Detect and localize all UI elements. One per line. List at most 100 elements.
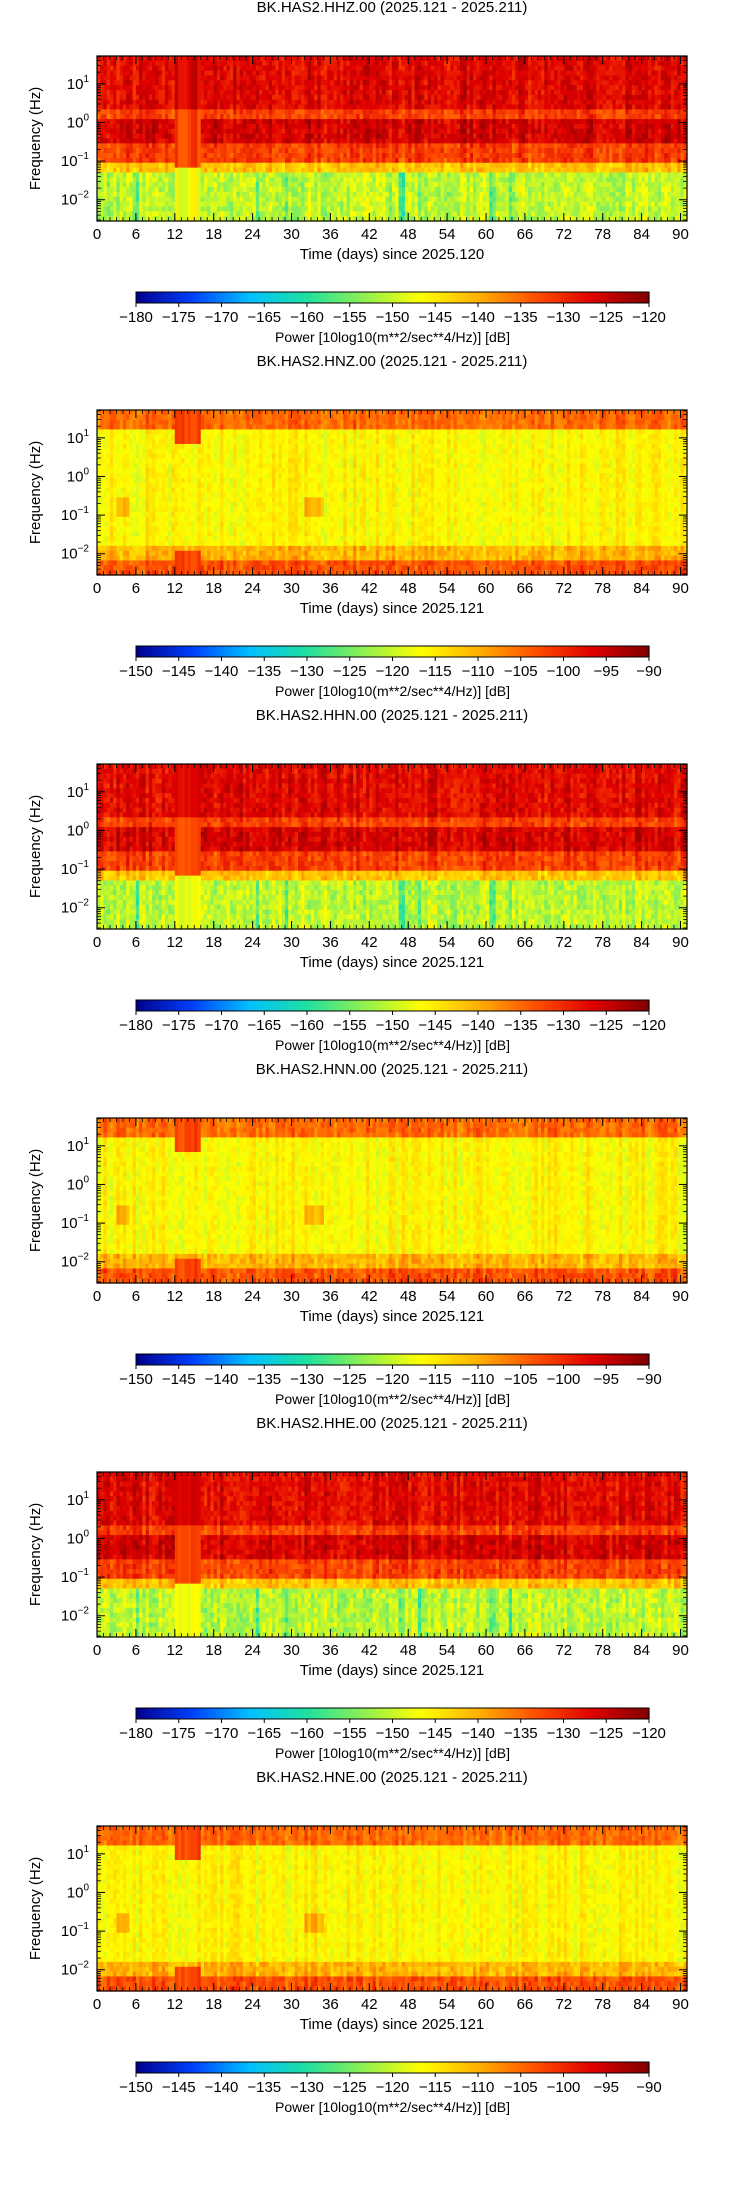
panel-3-colorbar-tick: −175 bbox=[162, 1017, 196, 1034]
panel-2-xtick-66: 66 bbox=[517, 580, 534, 597]
panel-4: BK.HAS2.HNN.00 (2025.121 - 2025.211) 0 6 12… bbox=[27, 1061, 689, 1407]
panel-4-xtick-60: 60 bbox=[478, 1288, 495, 1305]
panel-6-xtick-78: 78 bbox=[594, 1996, 611, 2013]
panel-4-frame bbox=[96, 1117, 688, 1284]
panel-3-xtick-12: 12 bbox=[166, 934, 183, 951]
panel-1-ytick-1: 101 bbox=[67, 74, 90, 93]
panel-2-xtick-30: 30 bbox=[283, 580, 300, 597]
panel-2-ytick-0: 100 bbox=[67, 466, 90, 485]
panel-5-xtick-54: 54 bbox=[439, 1642, 456, 1659]
panel-4-heatmap bbox=[97, 1118, 688, 1284]
panel-6-xtick-72: 72 bbox=[555, 1996, 572, 2013]
panel-4-colorbar-tick: −125 bbox=[333, 1371, 367, 1388]
panel-3-ytick--1: 10−1 bbox=[61, 859, 90, 878]
panel-5-xtick-60: 60 bbox=[478, 1642, 495, 1659]
panel-6-colorbar-tick: −115 bbox=[419, 2079, 452, 2096]
panel-4-xtick-72: 72 bbox=[555, 1288, 572, 1305]
panel-1-xlabel: Time (days) since 2025.120 bbox=[300, 246, 485, 263]
panel-1-xtick-36: 36 bbox=[322, 226, 339, 243]
panel-6-colorbar-tick: −140 bbox=[205, 2079, 239, 2096]
panel-5-colorbar-tick: −120 bbox=[632, 1725, 666, 1742]
panel-4-colorbar-tick: −140 bbox=[205, 1371, 239, 1388]
panel-1-ytick-0: 100 bbox=[67, 112, 90, 131]
panel-5-xtick-30: 30 bbox=[283, 1642, 300, 1659]
panel-1-xtick-30: 30 bbox=[283, 226, 300, 243]
panel-1-colorbar-tick: −120 bbox=[632, 309, 666, 326]
panel-3-colorbar-tick: −140 bbox=[461, 1017, 495, 1034]
panel-2-xtick-6: 6 bbox=[132, 580, 140, 597]
panel-6-xtick-60: 60 bbox=[478, 1996, 495, 2013]
panel-4-xtick-84: 84 bbox=[633, 1288, 650, 1305]
panel-5-colorbar-tick: −145 bbox=[418, 1725, 452, 1742]
panel-2-xtick-60: 60 bbox=[478, 580, 495, 597]
panel-3-title: BK.HAS2.HHN.00 (2025.121 - 2025.211) bbox=[256, 707, 528, 724]
panel-5-colorbar: −180 −175 −170 −165 −160 −155 −150 −145 −140 −135… bbox=[119, 1707, 666, 1761]
panel-1-colorbar-tick: −140 bbox=[461, 309, 495, 326]
panel-4-colorbar-tick: −110 bbox=[462, 1371, 495, 1388]
panel-3-ytick-1: 101 bbox=[67, 782, 90, 801]
panel-3-xtick-6: 6 bbox=[132, 934, 140, 951]
panel-6-colorbar-tick: −145 bbox=[162, 2079, 196, 2096]
panel-3-colorbar-label: Power [10log10(m**2/sec**4/Hz)] [dB] bbox=[275, 1037, 510, 1053]
panel-5-ytick--1: 10−1 bbox=[61, 1567, 90, 1586]
panel-2-colorbar-tick: −110 bbox=[462, 663, 495, 680]
panel-1-ytick--2: 10−2 bbox=[61, 190, 90, 209]
panel-6-xtick-48: 48 bbox=[400, 1996, 417, 2013]
panel-2-colorbar-tick: −145 bbox=[162, 663, 196, 680]
panel-4-xtick-12: 12 bbox=[166, 1288, 183, 1305]
panel-3-xtick-48: 48 bbox=[400, 934, 417, 951]
panel-3-xtick-84: 84 bbox=[633, 934, 650, 951]
panel-4-xtick-6: 6 bbox=[132, 1288, 140, 1305]
panel-2-xtick-78: 78 bbox=[594, 580, 611, 597]
panel-1-colorbar-label: Power [10log10(m**2/sec**4/Hz)] [dB] bbox=[275, 329, 510, 345]
panel-5-xtick-12: 12 bbox=[166, 1642, 183, 1659]
panel-4-colorbar-tick: −105 bbox=[504, 1371, 538, 1388]
panel-5-frame bbox=[96, 1471, 688, 1638]
panel-5-xtick-78: 78 bbox=[594, 1642, 611, 1659]
panel-6-xtick-12: 12 bbox=[166, 1996, 183, 2013]
panel-1-ylabel: Frequency (Hz) bbox=[27, 87, 44, 190]
panel-4-xtick-90: 90 bbox=[672, 1288, 689, 1305]
panel-5: BK.HAS2.HHE.00 (2025.121 - 2025.211) 0 6 12… bbox=[27, 1415, 689, 1761]
panel-1-colorbar-tick: −130 bbox=[547, 309, 581, 326]
panel-4-xtick-42: 42 bbox=[361, 1288, 378, 1305]
panel-1-ytick--1: 10−1 bbox=[61, 151, 90, 170]
panel-3-xtick-18: 18 bbox=[205, 934, 222, 951]
panel-1-colorbar-tick: −155 bbox=[333, 309, 367, 326]
panel-1-xtick-42: 42 bbox=[361, 226, 378, 243]
panel-4-colorbar-tick: −100 bbox=[547, 1371, 581, 1388]
panel-2-colorbar-tick: −150 bbox=[119, 663, 153, 680]
panel-5-ytick-1: 101 bbox=[67, 1490, 90, 1509]
panel-1-colorbar-tick: −160 bbox=[290, 309, 324, 326]
panel-6-frame bbox=[96, 1825, 688, 1992]
panel-6-colorbar-tick: −95 bbox=[594, 2079, 619, 2096]
panel-6-ytick-0: 100 bbox=[67, 1882, 90, 1901]
panel-5-xtick-24: 24 bbox=[244, 1642, 261, 1659]
panel-1-colorbar-tick: −165 bbox=[247, 309, 281, 326]
panel-1-colorbar-tick: −175 bbox=[162, 309, 196, 326]
panel-4-ylabel: Frequency (Hz) bbox=[27, 1149, 44, 1252]
panel-1-xtick-60: 60 bbox=[478, 226, 495, 243]
panel-6-ytick--1: 10−1 bbox=[61, 1921, 90, 1940]
panel-5-ytick--2: 10−2 bbox=[61, 1606, 90, 1625]
panel-2-colorbar-label: Power [10log10(m**2/sec**4/Hz)] [dB] bbox=[275, 683, 510, 699]
panel-4-xtick-78: 78 bbox=[594, 1288, 611, 1305]
panel-1-title: BK.HAS2.HHZ.00 (2025.121 - 2025.211) bbox=[257, 0, 528, 16]
panel-5-xtick-6: 6 bbox=[132, 1642, 140, 1659]
panel-4-xtick-54: 54 bbox=[439, 1288, 456, 1305]
panel-1-xtick-78: 78 bbox=[594, 226, 611, 243]
panel-5-colorbar-tick: −135 bbox=[504, 1725, 538, 1742]
panel-4-colorbar-label: Power [10log10(m**2/sec**4/Hz)] [dB] bbox=[275, 1391, 510, 1407]
panel-1-colorbar-tick: −170 bbox=[205, 309, 239, 326]
panel-4-colorbar: −150 −145 −140 −135 −130 −125 −120 −115 −110 −105… bbox=[119, 1353, 662, 1407]
panel-5-colorbar-tick: −125 bbox=[589, 1725, 623, 1742]
panel-3-xtick-90: 90 bbox=[672, 934, 689, 951]
panel-4-xtick-18: 18 bbox=[205, 1288, 222, 1305]
panel-3: BK.HAS2.HHN.00 (2025.121 - 2025.211) 0 6 12… bbox=[27, 707, 689, 1053]
panel-6-xtick-84: 84 bbox=[633, 1996, 650, 2013]
panel-5-colorbar-tick: −130 bbox=[547, 1725, 581, 1742]
panel-2-ytick--1: 10−1 bbox=[61, 505, 90, 524]
panel-1-xtick-48: 48 bbox=[400, 226, 417, 243]
panel-2-xtick-72: 72 bbox=[555, 580, 572, 597]
panel-5-ylabel: Frequency (Hz) bbox=[27, 1503, 44, 1606]
